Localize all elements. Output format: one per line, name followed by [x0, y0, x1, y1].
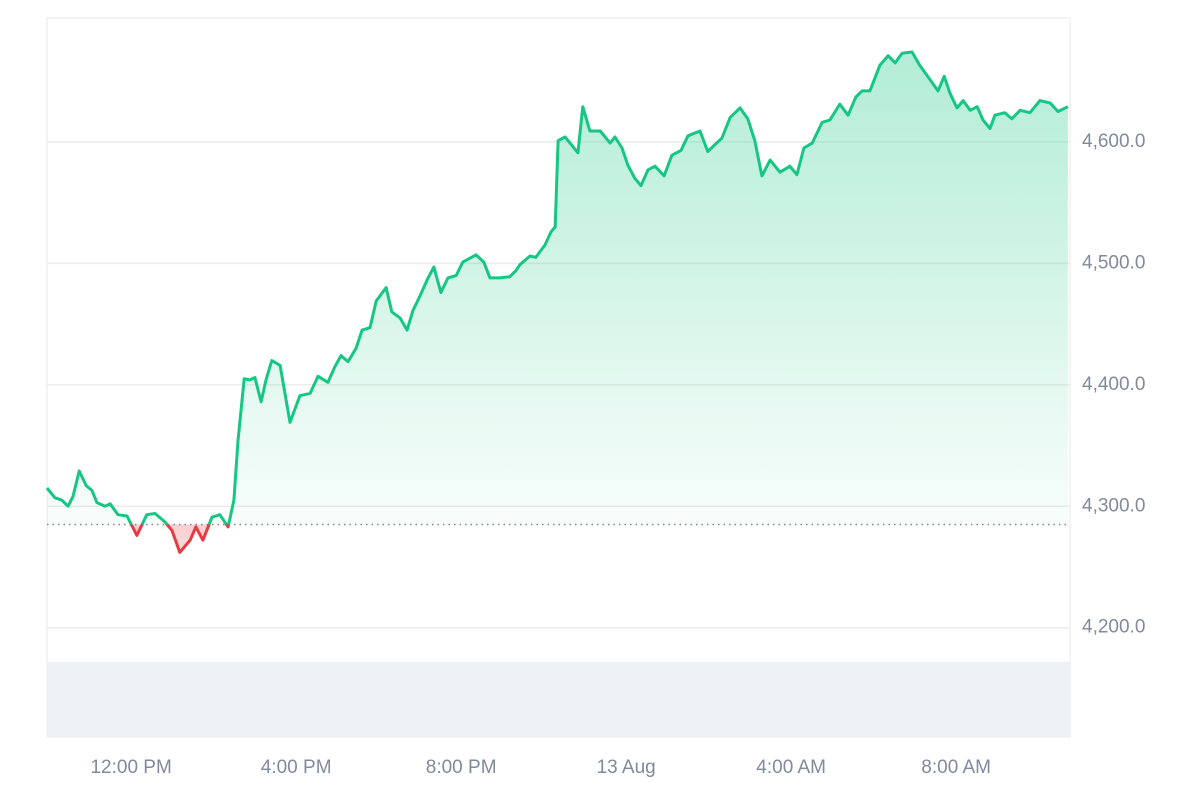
y-tick-label: 4,500.0: [1082, 252, 1145, 273]
x-tick-label: 8:00 PM: [426, 757, 497, 778]
y-tick-label: 4,600.0: [1082, 131, 1145, 152]
y-tick-label: 4,300.0: [1082, 495, 1145, 516]
x-tick-label: 4:00 AM: [756, 757, 826, 778]
x-tick-label: 12:00 PM: [90, 757, 171, 778]
y-tick-label: 4,200.0: [1082, 617, 1145, 638]
x-tick-label: 8:00 AM: [921, 757, 991, 778]
volume-backdrop: [47, 662, 1070, 737]
x-tick-label: 4:00 PM: [261, 757, 332, 778]
x-tick-label: 13 Aug: [597, 757, 656, 778]
y-tick-label: 4,400.0: [1082, 374, 1145, 395]
price-line: [45, 50, 1069, 554]
area-fill: [47, 52, 1068, 553]
